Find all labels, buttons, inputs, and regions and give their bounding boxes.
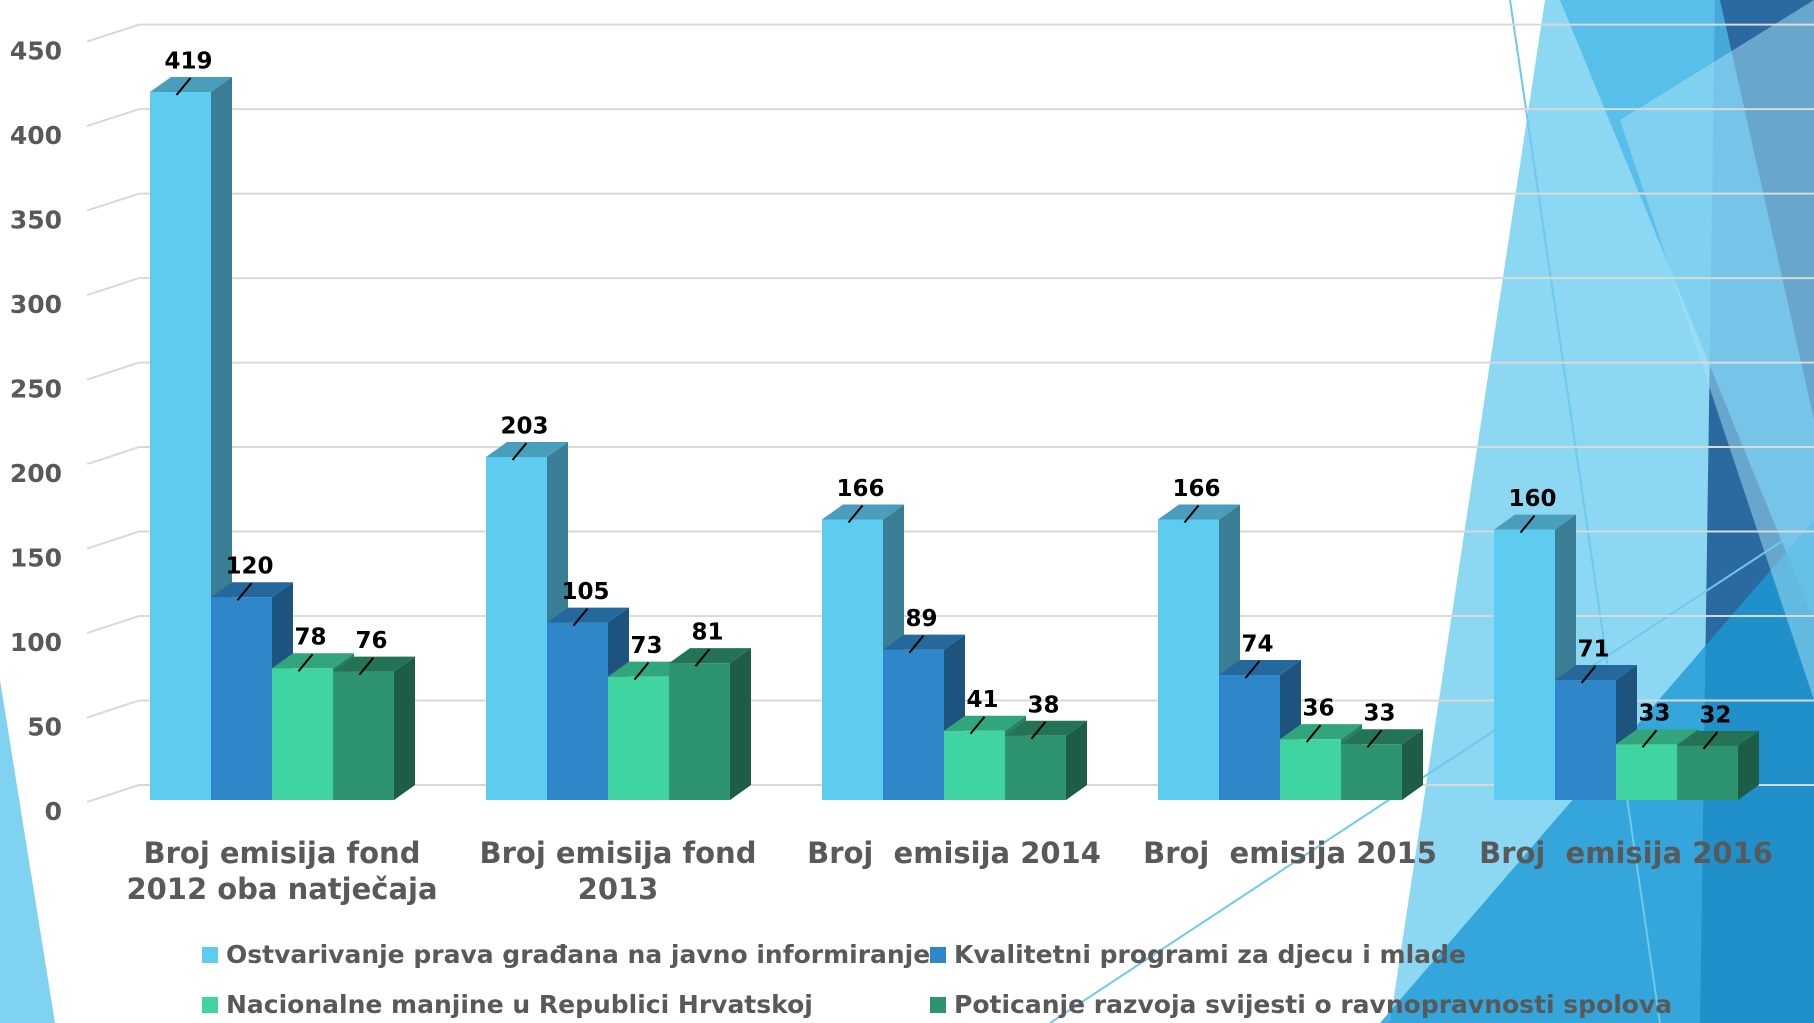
bar <box>1494 530 1555 800</box>
legend-swatch <box>202 947 218 963</box>
y-tick-label: 450 <box>10 37 62 66</box>
y-tick-label: 100 <box>10 628 62 657</box>
grid-line-side <box>87 363 139 380</box>
grid-line-side <box>87 109 139 126</box>
value-label: 419 <box>164 49 212 75</box>
bar <box>1005 736 1066 800</box>
grid-line-side <box>87 447 139 464</box>
y-tick-label: 400 <box>10 121 62 150</box>
value-label: 78 <box>294 625 326 651</box>
legend-label: Kvalitetni programi za djecu i mlade <box>954 940 1466 969</box>
x-tick-label: Broj emisija fond 2013 <box>458 835 778 907</box>
grid-line-side <box>87 616 139 633</box>
y-tick-label: 300 <box>10 290 62 319</box>
value-label: 41 <box>966 687 998 713</box>
value-label: 166 <box>836 476 884 502</box>
bar <box>1341 744 1402 800</box>
legend-label: Nacionalne manjine u Republici Hrvatskoj <box>226 990 813 1019</box>
grid-line-side <box>87 532 139 549</box>
value-label: 203 <box>500 413 548 439</box>
value-label: 166 <box>1172 476 1220 502</box>
value-label: 76 <box>355 628 387 654</box>
bar <box>1555 680 1616 800</box>
bar <box>1677 746 1738 800</box>
bar <box>669 663 730 800</box>
y-tick-label: 200 <box>10 459 62 488</box>
value-label: 33 <box>1638 701 1670 727</box>
bar <box>883 650 944 800</box>
value-label: 89 <box>905 606 937 632</box>
bar <box>150 92 211 800</box>
value-label: 74 <box>1241 631 1273 657</box>
x-tick-label: Broj emisija 2014 <box>794 835 1114 871</box>
value-label: 81 <box>691 620 723 646</box>
bar <box>1158 520 1219 800</box>
value-label: 73 <box>630 633 662 659</box>
legend-swatch <box>930 947 946 963</box>
legend-swatch <box>202 997 218 1013</box>
legend-item: Poticanje razvoja svijesti o ravnopravno… <box>930 990 1672 1019</box>
bar-side <box>730 648 751 800</box>
page: 0 50 100 150 200 250 300 350 400 450 419 120 78 76 203… <box>0 0 1814 1023</box>
x-tick-label: Broj emisija 2015 <box>1130 835 1450 871</box>
value-label: 32 <box>1699 702 1731 728</box>
grid-line-side <box>87 701 139 718</box>
value-label: 160 <box>1508 486 1556 512</box>
y-tick-label: 0 <box>45 797 62 826</box>
legend-label: Ostvarivanje prava građana na javno info… <box>226 940 930 969</box>
value-label: 71 <box>1577 637 1609 663</box>
value-label: 105 <box>561 579 609 605</box>
bar <box>944 731 1005 800</box>
y-tick-label: 150 <box>10 544 62 573</box>
y-tick-label: 250 <box>10 375 62 404</box>
grid-line-side <box>87 25 139 42</box>
bar <box>822 520 883 800</box>
bar <box>486 457 547 800</box>
legend-swatch <box>930 997 946 1013</box>
grid-line-side <box>87 785 139 802</box>
bar <box>547 623 608 800</box>
grid-line-side <box>87 278 139 295</box>
y-tick-label: 50 <box>27 713 62 742</box>
bar <box>272 668 333 800</box>
grid-line-side <box>87 194 139 211</box>
x-tick-label: Broj emisija fond 2012 oba natječaja <box>122 835 442 907</box>
bar <box>1219 675 1280 800</box>
legend-item: Kvalitetni programi za djecu i mlade <box>930 940 1466 969</box>
value-label: 120 <box>225 554 273 580</box>
x-tick-label: Broj emisija 2016 <box>1466 835 1786 871</box>
bar <box>1616 744 1677 800</box>
bar-side <box>394 657 415 800</box>
bar <box>608 677 669 800</box>
value-label: 36 <box>1302 696 1334 722</box>
legend-label: Poticanje razvoja svijesti o ravnopravno… <box>954 990 1672 1019</box>
legend-item: Ostvarivanje prava građana na javno info… <box>202 940 930 969</box>
bar <box>1280 739 1341 800</box>
bar <box>333 672 394 800</box>
legend-item: Nacionalne manjine u Republici Hrvatskoj <box>202 990 813 1019</box>
y-tick-label: 350 <box>10 206 62 235</box>
bar <box>211 597 272 800</box>
value-label: 33 <box>1363 701 1395 727</box>
value-label: 38 <box>1027 692 1059 718</box>
